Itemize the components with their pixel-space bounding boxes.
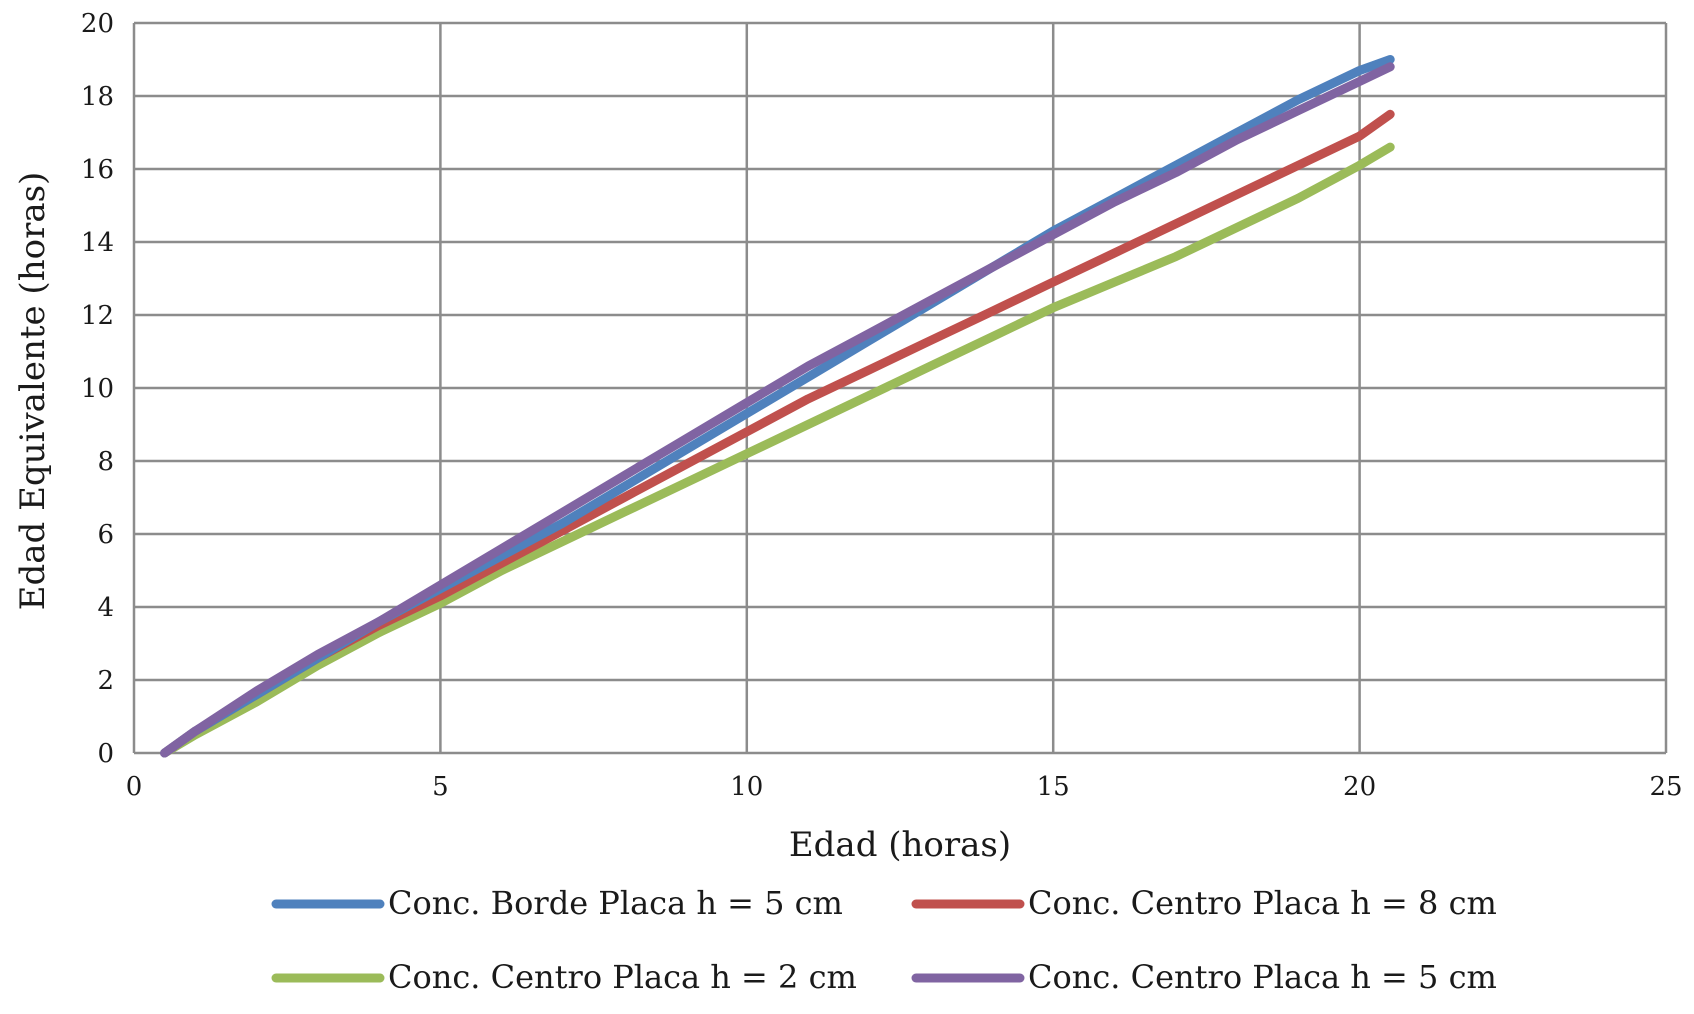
x-tick-label: 20 (1343, 772, 1376, 802)
y-tick-label: 0 (97, 739, 114, 769)
y-tick-label: 12 (81, 301, 114, 331)
y-tick-label: 4 (97, 593, 114, 623)
grid (132, 21, 1668, 755)
y-tick-label: 18 (81, 82, 114, 112)
x-tick-label: 15 (1037, 772, 1070, 802)
y-tick-label: 20 (81, 9, 114, 39)
legend-label: Conc. Centro Placa h = 2 cm (388, 958, 857, 996)
x-tick-label: 25 (1649, 772, 1682, 802)
legend: Conc. Borde Placa h = 5 cm Conc. Centro P… (271, 884, 1497, 996)
legend-label: Conc. Centro Placa h = 8 cm (1028, 884, 1497, 922)
y-tick-label: 2 (97, 666, 114, 696)
series-line-4 (160, 62, 1395, 758)
x-tick-label: 10 (730, 772, 763, 802)
series-lines (160, 55, 1395, 758)
legend-label: Conc. Centro Placa h = 5 cm (1028, 958, 1497, 996)
y-tick-label: 14 (81, 228, 114, 258)
x-tick-label: 5 (432, 772, 449, 802)
x-axis-title: Edad (horas) (789, 825, 1011, 865)
y-tick-label: 10 (81, 374, 114, 404)
y-tick-label: 8 (97, 447, 114, 477)
tick-labels: 0 2 4 6 8 10 12 14 16 18 20 0 5 10 15 20 25 (81, 9, 1683, 802)
legend-label: Conc. Borde Placa h = 5 cm (388, 884, 843, 922)
series-line-2 (160, 109, 1395, 758)
y-axis-title: Edad Equivalente (horas) (13, 172, 53, 611)
y-tick-label: 16 (81, 155, 114, 185)
x-tick-label: 0 (126, 772, 143, 802)
y-tick-label: 6 (97, 520, 114, 550)
series-line-3 (160, 142, 1395, 758)
